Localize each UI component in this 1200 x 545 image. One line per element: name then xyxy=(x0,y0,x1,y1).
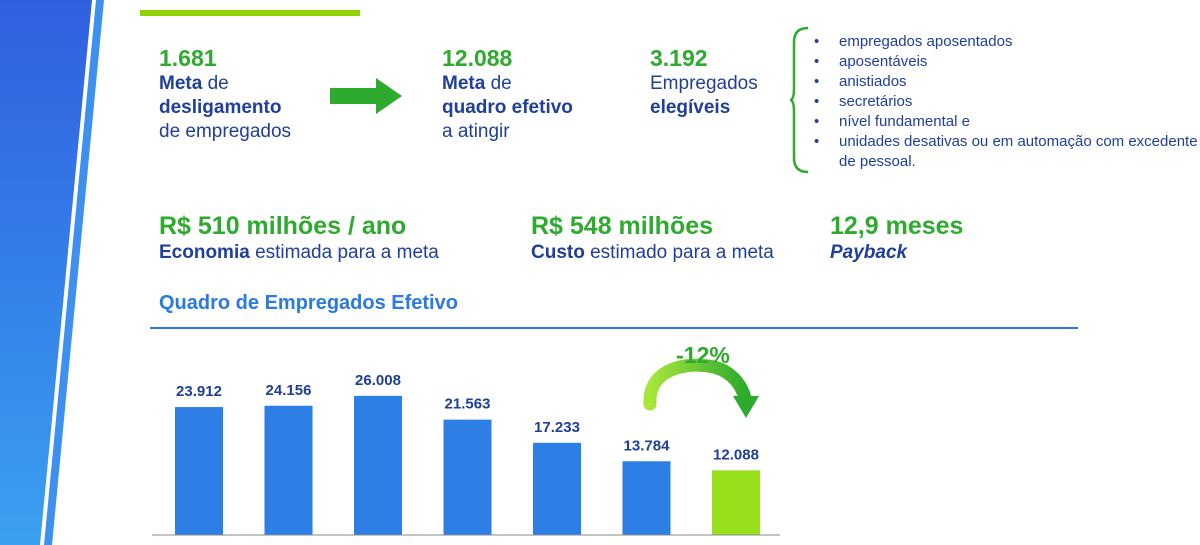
bar xyxy=(354,395,402,535)
curved-arrow-head xyxy=(733,396,759,418)
stat-elegiveis: 3.192 Empregados elegíveis xyxy=(650,45,758,118)
section-title: Quadro de Empregados Efetivo xyxy=(159,292,458,314)
stat-number: 3.192 xyxy=(650,45,708,71)
section-divider xyxy=(150,327,1078,329)
curved-arrow-icon xyxy=(643,358,752,411)
bar xyxy=(264,405,313,535)
stat-number: 1.681 xyxy=(159,45,217,71)
list-item: aposentáveis xyxy=(814,52,1200,72)
right-arrow-icon xyxy=(330,78,402,114)
metric-payback: 12,9 meses Payback xyxy=(830,212,964,263)
bar xyxy=(712,470,760,535)
stat-desligamento: 1.681 Meta de desligamento de empregados xyxy=(159,45,292,142)
title-underline xyxy=(140,10,360,16)
list-item: secretários xyxy=(814,92,1200,112)
stat-quadro-efetivo: 12.088 Meta de quadro efetivo a atingir xyxy=(442,45,573,142)
metric-value: R$ 548 milhões xyxy=(531,212,714,240)
metric-value: R$ 510 milhões / ano xyxy=(159,212,407,240)
list-item: anistiados xyxy=(814,72,1200,92)
bar-value-label: 21.563 xyxy=(445,396,491,413)
bar-value-label: 23.912 xyxy=(176,383,222,400)
list-item: empregados aposentados xyxy=(814,32,1200,52)
bar-value-label: 12.088 xyxy=(713,446,759,463)
list-item: unidades desativas ou em automação com e… xyxy=(814,132,1200,172)
employee-bar-chart: 23.912 24.156 26.008 21.563 17.233 13.784 12.0… xyxy=(152,342,780,536)
metric-economia: R$ 510 milhões / ano Economia estimada p… xyxy=(159,212,439,263)
eligibility-list: empregados aposentados aposentáveis anis… xyxy=(814,32,1200,172)
bar-value-label: 17.233 xyxy=(534,419,580,436)
bar-value-label: 13.784 xyxy=(624,437,671,454)
stat-number: 12.088 xyxy=(442,45,513,71)
bar-value-label: 24.156 xyxy=(266,382,312,399)
metric-custo: R$ 548 milhões Custo estimado para a met… xyxy=(531,212,774,263)
bar-value-label: 26.008 xyxy=(355,372,401,389)
bar xyxy=(622,461,671,535)
side-decoration xyxy=(0,0,104,545)
list-item: nível fundamental e xyxy=(814,112,1200,132)
bar xyxy=(533,442,581,535)
metric-value: 12,9 meses xyxy=(830,212,964,240)
brace-icon xyxy=(790,26,809,174)
bar xyxy=(443,419,492,535)
change-annotation: -12% xyxy=(676,342,730,368)
bar xyxy=(175,407,223,535)
